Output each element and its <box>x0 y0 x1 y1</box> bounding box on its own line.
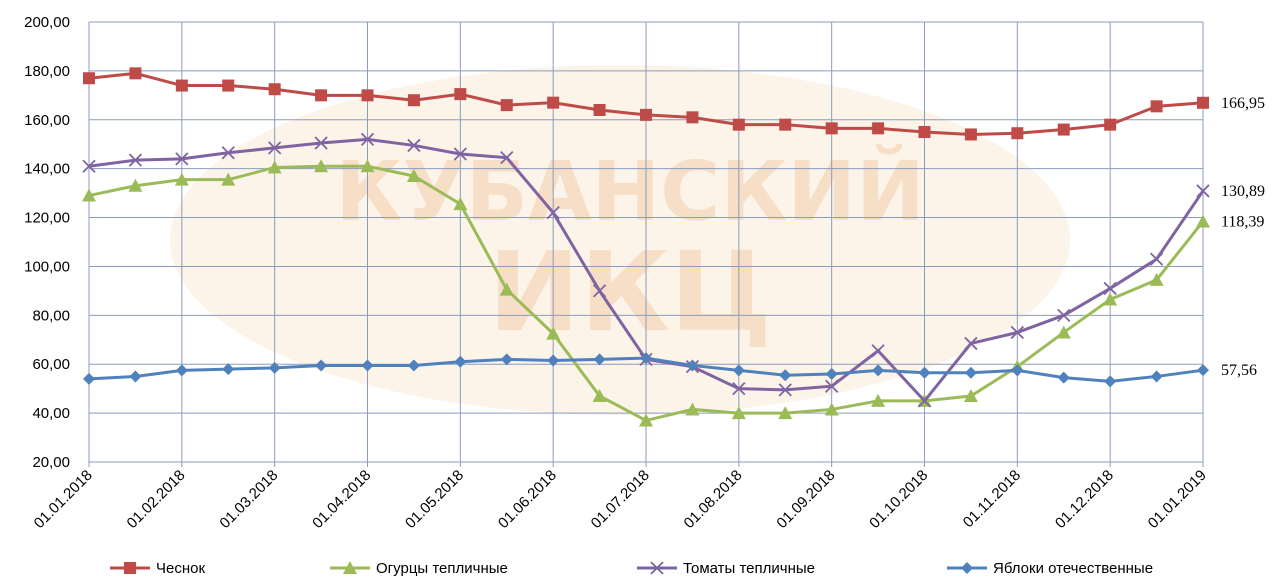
data-point <box>1196 214 1210 227</box>
y-tick-label: 100,00 <box>24 258 70 275</box>
chart: КУБАНСКИЙ ИКЦ 20,00 40,00 60,00 80,00 100,00… <box>0 0 1285 577</box>
data-point <box>1197 97 1209 109</box>
data-point <box>454 88 466 100</box>
x-tick-label: 01.06.2018 <box>495 467 560 532</box>
x-tick-label: 01.05.2018 <box>402 467 467 532</box>
legend-marker <box>961 562 973 574</box>
data-point <box>640 109 652 121</box>
data-point <box>1151 253 1163 265</box>
data-point <box>129 67 141 79</box>
y-tick-label: 40,00 <box>32 405 70 422</box>
legend-marker <box>124 562 136 574</box>
data-point <box>594 104 606 116</box>
data-point <box>1151 370 1163 382</box>
x-tick-label: 01.09.2018 <box>773 467 838 532</box>
data-point <box>176 364 188 376</box>
data-point <box>686 111 698 123</box>
data-point <box>501 99 513 111</box>
data-point <box>176 80 188 92</box>
y-tick-label: 20,00 <box>32 454 70 471</box>
data-point <box>362 89 374 101</box>
data-point <box>83 373 95 385</box>
data-label: 130,89 <box>1221 183 1265 200</box>
x-tick-label: 01.02.2018 <box>124 467 189 532</box>
x-tick-label: 01.01.2018 <box>31 467 96 532</box>
data-point <box>269 83 281 95</box>
data-point <box>919 126 931 138</box>
x-tick-label: 01.12.2018 <box>1052 467 1117 532</box>
y-tick-label: 60,00 <box>32 356 70 373</box>
data-point <box>733 119 745 131</box>
x-tick-label: 01.04.2018 <box>309 467 374 532</box>
y-tick-label: 180,00 <box>24 63 70 80</box>
y-tick-label: 140,00 <box>24 161 70 178</box>
data-point <box>269 362 281 374</box>
data-point <box>965 128 977 140</box>
data-point <box>315 89 327 101</box>
data-point <box>408 94 420 106</box>
data-point <box>1058 124 1070 136</box>
x-tick-label: 01.07.2018 <box>588 467 653 532</box>
x-tick-label: 01.11.2018 <box>960 467 1024 531</box>
x-tick-label: 01.03.2018 <box>216 467 281 532</box>
data-label: 118,39 <box>1221 213 1264 230</box>
legend-label: Чеснок <box>156 560 205 577</box>
x-tick-label: 01.10.2018 <box>866 467 931 532</box>
data-point <box>1104 375 1116 387</box>
x-tick-label: 01.08.2018 <box>681 467 746 532</box>
watermark-text: КУБАНСКИЙ <box>335 144 924 240</box>
y-tick-label: 120,00 <box>24 210 70 227</box>
data-point <box>129 370 141 382</box>
data-point <box>1151 100 1163 112</box>
data-point <box>1104 119 1116 131</box>
data-point <box>965 367 977 379</box>
data-point <box>547 97 559 109</box>
data-point <box>222 80 234 92</box>
data-point <box>1011 127 1023 139</box>
legend-label: Огурцы тепличные <box>376 560 508 577</box>
data-label: 57,56 <box>1221 362 1257 379</box>
y-tick-label: 160,00 <box>24 112 70 129</box>
data-point <box>779 119 791 131</box>
data-point <box>83 72 95 84</box>
data-point <box>1011 364 1023 376</box>
data-point <box>1197 364 1209 376</box>
data-point <box>222 363 234 375</box>
data-label: 166,95 <box>1221 95 1265 112</box>
data-point <box>872 122 884 134</box>
y-tick-label: 200,00 <box>24 14 70 31</box>
legend-label: Яблоки отечественные <box>993 560 1153 577</box>
data-point <box>1058 372 1070 384</box>
x-tick-label: 01.01.2019 <box>1145 467 1210 532</box>
legend-label: Томаты тепличные <box>683 560 815 577</box>
data-point <box>826 122 838 134</box>
y-tick-label: 80,00 <box>32 307 70 324</box>
watermark: КУБАНСКИЙ ИКЦ <box>170 65 1070 415</box>
